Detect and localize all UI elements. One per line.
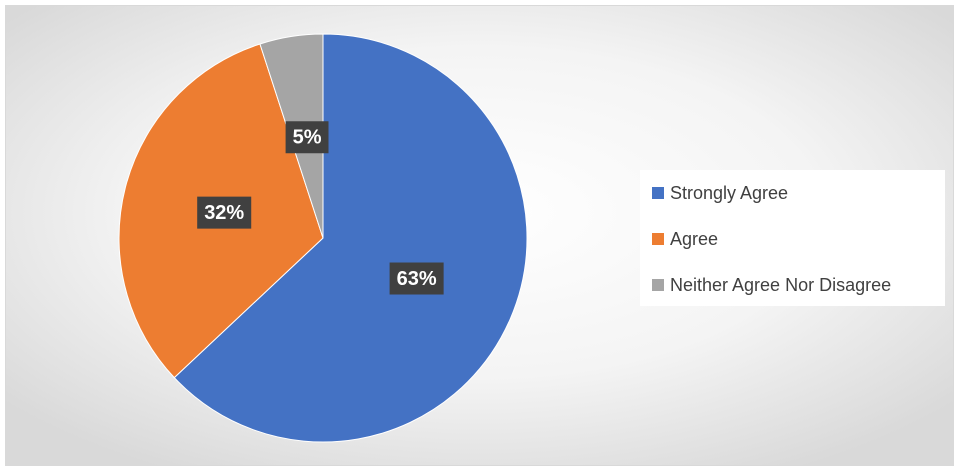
- legend-label: Strongly Agree: [670, 183, 788, 203]
- legend-swatch: [652, 233, 664, 245]
- data-label-box: [285, 121, 329, 154]
- legend-label: Agree: [670, 229, 718, 249]
- data-label-box: [389, 262, 444, 295]
- legend-box: [640, 170, 945, 306]
- legend-swatch: [652, 279, 664, 291]
- legend-label: Neither Agree Nor Disagree: [670, 275, 891, 295]
- data-label: 63%: [397, 268, 437, 290]
- legend-swatch: [652, 187, 664, 199]
- pie-slice: [173, 33, 528, 443]
- data-label: 5%: [293, 127, 322, 149]
- data-label-box: [197, 196, 252, 229]
- data-label: 32%: [204, 202, 244, 224]
